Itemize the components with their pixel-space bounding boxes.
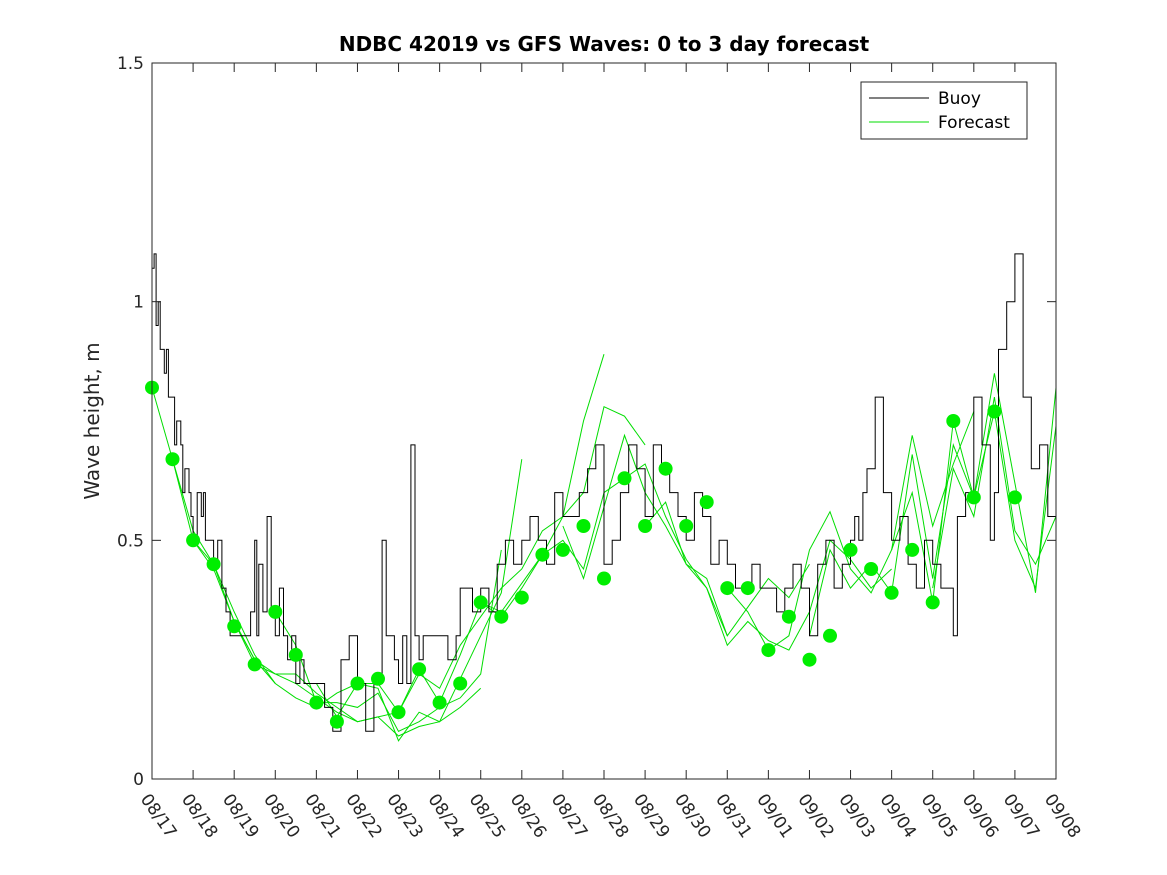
forecast-marker — [453, 676, 468, 691]
forecast-marker — [823, 628, 837, 643]
forecast-marker — [884, 585, 899, 600]
plot-area — [152, 63, 1056, 779]
forecast-marker — [576, 519, 591, 533]
forecast-marker — [432, 695, 447, 710]
forecast-marker — [843, 542, 858, 557]
forecast-marker — [227, 619, 242, 634]
forecast-marker — [391, 705, 406, 720]
forecast-line-5 — [274, 549, 502, 732]
forecast-marker — [494, 609, 509, 624]
forecast-marker — [371, 671, 385, 686]
forecast-marker — [679, 519, 694, 533]
forecast-marker — [946, 414, 961, 428]
forecast-marker — [966, 490, 981, 505]
y-axis-label: Wave height, m — [80, 342, 104, 499]
forecast-marker — [987, 404, 1002, 419]
forecast-marker — [412, 662, 427, 677]
legend-box — [860, 81, 1028, 140]
forecast-marker — [535, 547, 550, 562]
forecast-marker — [309, 695, 324, 710]
forecast-marker-group — [145, 380, 1022, 729]
forecast-marker — [617, 471, 632, 486]
forecast-marker — [268, 604, 283, 619]
forecast-marker — [740, 581, 755, 596]
forecast-marker — [165, 452, 180, 467]
legend-buoy-label: Buoy — [938, 89, 981, 109]
forecast-marker — [186, 533, 201, 548]
forecast-marker — [473, 595, 488, 610]
forecast-marker — [329, 714, 344, 729]
forecast-marker — [288, 647, 303, 662]
forecast-marker — [802, 652, 817, 667]
forecast-marker — [905, 542, 920, 557]
forecast-marker — [1007, 490, 1022, 505]
forecast-marker — [781, 609, 796, 624]
forecast-marker — [206, 557, 221, 572]
y-tick-label: 0 — [133, 770, 144, 790]
legend-forecast-label: Forecast — [938, 113, 1010, 133]
chart-title: NDBC 42019 vs GFS Waves: 0 to 3 day fore… — [339, 32, 870, 56]
buoy-line — [152, 253, 1056, 732]
forecast-marker — [514, 590, 529, 605]
forecast-line-6 — [315, 459, 523, 742]
forecast-marker — [555, 542, 570, 557]
forecast-marker — [247, 657, 262, 672]
forecast-marker — [925, 595, 940, 610]
forecast-marker — [658, 461, 673, 476]
buoy-series-group — [152, 253, 1056, 732]
forecast-marker — [597, 571, 611, 586]
y-tick-label: 1.5 — [117, 54, 144, 74]
legend: Buoy Forecast — [860, 81, 1028, 140]
forecast-marker — [699, 495, 714, 510]
y-tick-label: 0.5 — [117, 531, 144, 551]
forecast-line-13 — [809, 373, 1056, 636]
forecast-marker — [720, 581, 735, 596]
forecast-marker — [761, 643, 776, 658]
forecast-marker — [864, 562, 879, 576]
forecast-marker — [638, 519, 653, 533]
forecast-marker — [350, 676, 365, 691]
forecast-line-15 — [932, 397, 1056, 589]
y-tick-label: 1 — [133, 293, 144, 313]
